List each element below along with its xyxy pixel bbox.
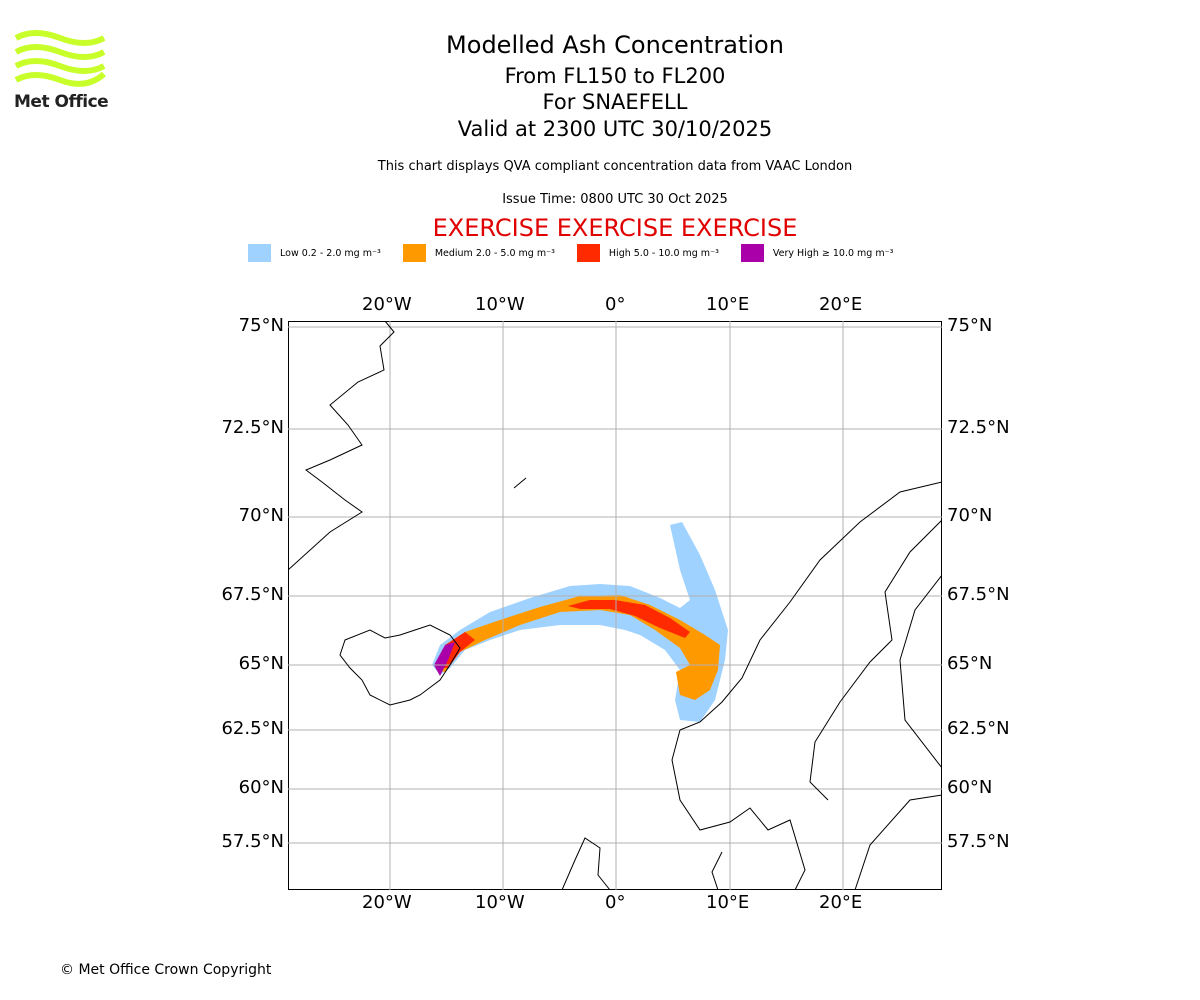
coastlines xyxy=(288,321,942,890)
lat-tick: 62.5°N xyxy=(947,718,1010,739)
coast-sweden xyxy=(809,519,942,801)
title: Modelled Ash Concentration xyxy=(446,31,784,59)
legend-item-medium: Medium 2.0 - 5.0 mg m⁻³ xyxy=(402,244,555,262)
lon-tick: 0° xyxy=(605,892,626,913)
valid-time: Valid at 2300 UTC 30/10/2025 xyxy=(457,117,773,141)
legend-item-high: High 5.0 - 10.0 mg m⁻³ xyxy=(576,244,719,262)
swatch xyxy=(402,244,426,262)
lon-tick: 0° xyxy=(605,294,626,315)
ash-plume xyxy=(432,522,728,722)
coast-greenland xyxy=(288,321,395,571)
lon-tick: 10°W xyxy=(475,892,525,913)
lat-tick: 72.5°N xyxy=(947,417,1010,438)
issue-time: Issue Time: 0800 UTC 30 Oct 2025 xyxy=(502,192,728,207)
lat-tick: 75°N xyxy=(238,315,284,336)
plume-very-high xyxy=(434,642,455,676)
lon-tick: 20°W xyxy=(362,294,412,315)
lon-tick: 10°E xyxy=(706,294,750,315)
coast-denmark xyxy=(711,851,723,890)
lat-tick: 57.5°N xyxy=(947,831,1010,852)
legend-label: Medium 2.0 - 5.0 mg m⁻³ xyxy=(434,247,555,259)
lat-tick: 70°N xyxy=(947,505,993,526)
legend-label: Low 0.2 - 2.0 mg m⁻³ xyxy=(280,247,381,259)
met-office-logo xyxy=(14,30,106,87)
coast-baltic xyxy=(854,794,942,890)
coast-southern-norway xyxy=(671,729,806,890)
lat-tick: 67.5°N xyxy=(947,584,1010,605)
lat-tick: 62.5°N xyxy=(221,718,284,739)
lat-tick: 57.5°N xyxy=(221,831,284,852)
flight-levels: From FL150 to FL200 xyxy=(504,64,726,88)
copyright: © Met Office Crown Copyright xyxy=(60,962,272,978)
coast-iceland xyxy=(339,624,461,706)
graticule xyxy=(288,321,942,890)
map-canvas xyxy=(288,321,942,890)
swatch xyxy=(248,244,271,262)
lat-tick: 72.5°N xyxy=(221,417,284,438)
lon-tick: 10°E xyxy=(706,892,750,913)
legend-item-low: Low 0.2 - 2.0 mg m⁻³ xyxy=(248,244,381,262)
lon-tick: 20°E xyxy=(819,294,863,315)
coast-scandinavia xyxy=(679,481,942,731)
lat-tick: 60°N xyxy=(947,777,993,798)
legend: Low 0.2 - 2.0 mg m⁻³ Medium 2.0 - 5.0 mg… xyxy=(248,244,915,262)
lat-tick: 65°N xyxy=(238,653,284,674)
lon-tick: 10°W xyxy=(475,294,525,315)
legend-item-very-high: Very High ≥ 10.0 mg m⁻³ xyxy=(740,244,894,262)
coast-scotland xyxy=(561,837,611,890)
lat-tick: 65°N xyxy=(947,653,993,674)
legend-label: High 5.0 - 10.0 mg m⁻³ xyxy=(608,247,719,259)
swatch xyxy=(740,244,764,262)
logo-text: Met Office xyxy=(14,92,109,112)
lon-tick: 20°E xyxy=(819,892,863,913)
swatch xyxy=(576,244,600,262)
subtitle: This chart displays QVA compliant concen… xyxy=(377,159,853,174)
map-frame xyxy=(288,321,942,890)
volcano-name: For SNAEFELL xyxy=(542,90,688,114)
legend-label: Very High ≥ 10.0 mg m⁻³ xyxy=(772,247,894,259)
lat-tick: 75°N xyxy=(947,315,993,336)
lon-tick: 20°W xyxy=(362,892,412,913)
exercise-banner: EXERCISE EXERCISE EXERCISE xyxy=(432,214,798,242)
lat-tick: 60°N xyxy=(238,777,284,798)
coast-finland xyxy=(899,574,942,769)
plume-low xyxy=(432,522,728,722)
lat-tick: 67.5°N xyxy=(221,584,284,605)
coast-jan-mayen xyxy=(513,477,527,489)
lat-tick: 70°N xyxy=(238,505,284,526)
